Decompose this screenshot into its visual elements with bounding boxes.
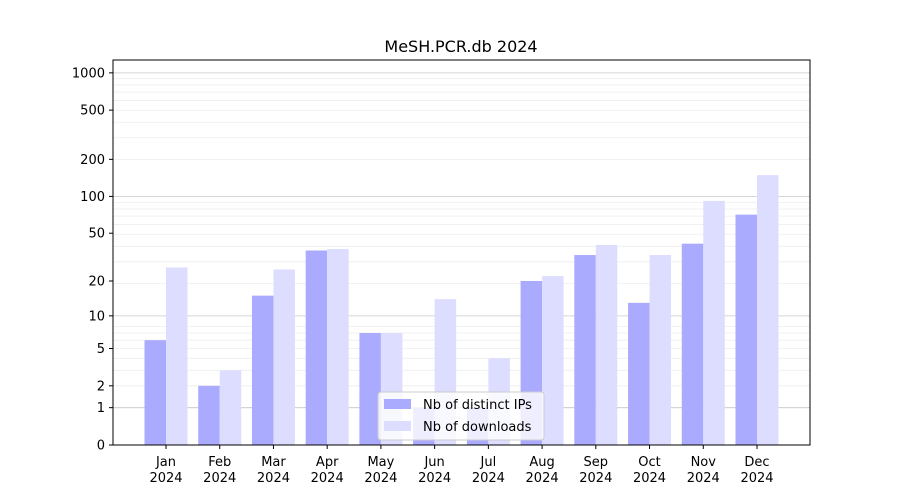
bar-downloads — [595, 244, 618, 445]
x-tick-label: 2024 — [579, 471, 612, 486]
x-tick-label: 2024 — [364, 471, 397, 486]
bar-ips — [628, 302, 650, 445]
chart-title: MeSH.PCR.db 2024 — [384, 37, 537, 56]
x-tick-label: 2024 — [149, 471, 182, 486]
bar-downloads — [327, 249, 349, 445]
x-tick-label: 2024 — [311, 471, 344, 486]
x-tick-label: 2024 — [633, 471, 666, 486]
x-tick-label: 2024 — [687, 471, 720, 486]
y-tick-label: 5 — [97, 342, 105, 357]
x-tick-label: 2024 — [472, 471, 505, 486]
y-tick-label: 50 — [88, 227, 105, 242]
bar-downloads — [219, 370, 242, 445]
y-tick-label: 500 — [80, 104, 105, 119]
legend-label: Nb of distinct IPs — [423, 398, 532, 413]
x-tick-label: Jan — [155, 455, 176, 470]
bar-downloads — [542, 276, 564, 445]
legend-swatch — [384, 399, 411, 409]
x-tick-label: Jun — [423, 455, 444, 470]
bar-ips — [574, 255, 596, 445]
bar-ips — [144, 340, 166, 445]
x-tick-label: Feb — [208, 455, 231, 470]
bar-downloads — [273, 269, 295, 445]
bar-downloads — [757, 175, 779, 445]
y-tick-label: 10 — [88, 309, 105, 324]
bar-ips — [251, 295, 274, 445]
legend-box — [377, 391, 545, 441]
y-tick-label: 200 — [80, 153, 105, 168]
plot-frame — [112, 59, 811, 446]
x-tick-label: May — [367, 455, 394, 470]
bar-ips — [681, 243, 704, 445]
legend-label: Nb of downloads — [423, 420, 532, 435]
x-tick-label: 2024 — [418, 471, 451, 486]
x-tick-label: Jul — [480, 455, 497, 470]
x-tick-label: Apr — [316, 455, 339, 470]
bar-downloads — [649, 255, 672, 445]
x-tick-label: 2024 — [740, 471, 773, 486]
y-tick-label: 100 — [80, 190, 105, 205]
x-tick-label: 2024 — [257, 471, 290, 486]
x-tick-label: Aug — [529, 455, 554, 470]
x-tick-label: Sep — [584, 455, 609, 470]
y-tick-label: 1000 — [72, 66, 105, 81]
x-tick-label: Oct — [638, 455, 660, 470]
legend-swatch — [384, 421, 411, 431]
y-tick-label: 20 — [88, 275, 105, 290]
x-tick-label: 2024 — [203, 471, 236, 486]
y-tick-label: 1 — [97, 401, 105, 416]
legend: Nb of distinct IPs Nb of downloads — [377, 391, 545, 441]
bar-ips — [735, 214, 757, 445]
bar-downloads — [166, 267, 188, 445]
x-tick-label: Mar — [261, 455, 286, 470]
y-tick-label: 0 — [97, 439, 105, 454]
x-tick-label: Nov — [691, 455, 717, 470]
bar-ips — [305, 250, 328, 445]
x-tick-label: Dec — [744, 455, 769, 470]
bar-ips — [359, 332, 381, 445]
bar-ips — [198, 385, 220, 445]
x-tick-label: 2024 — [526, 471, 559, 486]
bar-downloads — [703, 200, 725, 445]
y-tick-label: 2 — [97, 379, 105, 394]
